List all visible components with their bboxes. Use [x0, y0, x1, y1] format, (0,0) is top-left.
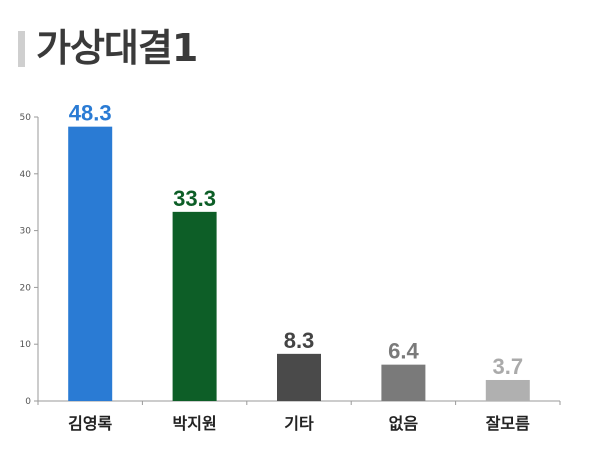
y-tick-label: 30 — [20, 227, 32, 237]
y-tick-label: 10 — [20, 340, 32, 350]
y-tick-label: 20 — [20, 283, 32, 293]
y-tick-label: 40 — [20, 170, 32, 180]
value-label: 8.3 — [284, 328, 315, 353]
y-tick-label: 0 — [25, 397, 31, 407]
bars — [68, 126, 530, 401]
category-label: 잘모름 — [486, 414, 530, 433]
value-label: 6.4 — [388, 339, 419, 364]
category-label: 박지원 — [173, 414, 217, 433]
bar — [68, 126, 113, 401]
bar — [277, 353, 321, 401]
value-label: 33.3 — [173, 186, 216, 211]
title-accent-bar — [18, 31, 25, 67]
value-label: 3.7 — [493, 354, 524, 379]
category-label: 없음 — [389, 414, 419, 433]
y-axis-ticks: 0 10 20 30 40 50 — [20, 113, 38, 407]
chart-title: 가상대결1 — [36, 26, 198, 70]
bar — [381, 364, 426, 401]
category-labels: 김영록 박지원 기타 없음 잘모름 — [68, 414, 530, 433]
value-labels: 48.3 33.3 8.3 6.4 3.7 — [69, 101, 523, 379]
category-label: 기타 — [284, 414, 314, 433]
y-tick-label: 50 — [20, 113, 32, 123]
bar — [172, 211, 217, 401]
bar — [485, 379, 530, 401]
value-label: 48.3 — [69, 101, 112, 126]
category-label: 김영록 — [68, 414, 112, 433]
